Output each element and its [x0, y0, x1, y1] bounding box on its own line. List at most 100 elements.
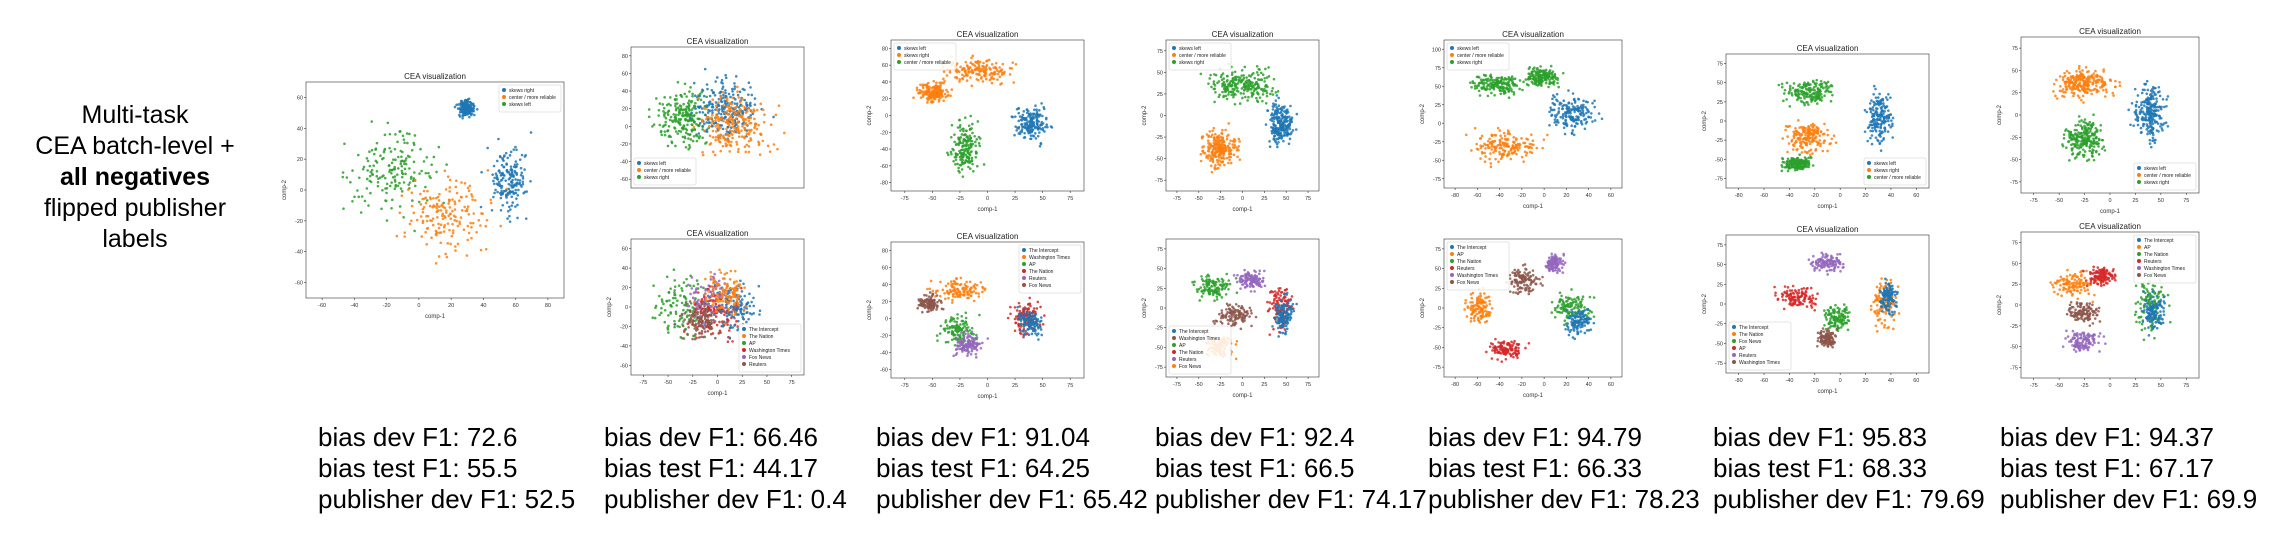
scatter-point — [701, 125, 704, 129]
scatter-point — [962, 333, 965, 337]
scatter-point — [716, 307, 720, 310]
scatter-point — [957, 330, 960, 333]
scatter-point — [361, 167, 365, 171]
scatter-point — [731, 133, 734, 136]
scatter-point — [1023, 312, 1026, 316]
scatter-point — [689, 292, 692, 296]
scatter-point — [961, 127, 964, 131]
scatter-point — [704, 107, 707, 111]
scatter-point — [413, 229, 416, 233]
scatter-point — [455, 219, 458, 223]
scatter-point — [402, 181, 406, 184]
scatter-point — [1243, 319, 1246, 322]
scatter-point — [461, 107, 464, 110]
scatter-point — [701, 128, 704, 131]
y-tick-label: 0 — [885, 114, 888, 120]
scatter-point — [523, 168, 526, 171]
scatter-point — [375, 174, 379, 178]
scatter-point — [958, 163, 962, 167]
scatter-point — [485, 218, 489, 222]
scatter-point — [450, 234, 454, 238]
scatter-point — [1255, 71, 1259, 74]
scatter-point — [437, 145, 441, 149]
scatter-point — [978, 144, 982, 148]
scatter-point — [736, 85, 739, 89]
scatter-point — [710, 116, 713, 120]
scatter-point — [467, 213, 471, 216]
scatter-point — [734, 111, 738, 115]
scatter-point — [1199, 159, 1203, 163]
scatter-point — [746, 116, 750, 120]
scatter-point — [1025, 111, 1029, 115]
scatter-point — [682, 308, 685, 312]
scatter-point — [690, 114, 694, 118]
scatter-point — [952, 354, 955, 358]
legend-swatch — [1022, 248, 1026, 252]
scatter-point — [514, 188, 518, 192]
scatter-point — [1257, 67, 1261, 71]
scatter-point — [726, 138, 729, 142]
scatter-point — [1239, 287, 1242, 290]
scatter-point — [725, 99, 729, 102]
scatter-point — [499, 208, 503, 212]
scatter-point — [491, 173, 494, 176]
scatter-point — [452, 214, 456, 218]
scatter-point — [1225, 156, 1229, 160]
scatter-point — [1238, 315, 1242, 319]
scatter-point — [1013, 317, 1017, 321]
scatter-point — [676, 324, 679, 328]
scatter-point — [745, 311, 748, 315]
scatter-point — [717, 101, 720, 104]
scatter-point — [696, 310, 700, 314]
scatter-point — [917, 298, 921, 301]
y-tick-label: 40 — [622, 266, 628, 272]
scatter-point — [381, 188, 384, 192]
scatter-point — [718, 141, 722, 144]
y-tick-label: 0 — [1160, 306, 1163, 312]
y-tick-label: 0 — [625, 305, 628, 311]
scatter-point — [496, 190, 499, 194]
scatter-point — [1202, 292, 1205, 295]
scatter-point — [970, 290, 974, 294]
scatter-point — [1022, 308, 1025, 311]
scatter-point — [966, 139, 970, 143]
scatter-point — [500, 184, 504, 188]
scatter-point — [925, 92, 929, 96]
scatter-point — [695, 305, 698, 309]
y-tick-label: 20 — [882, 300, 888, 306]
scatter-point — [403, 167, 407, 171]
scatter-point — [975, 348, 979, 352]
scatter-point — [709, 275, 713, 278]
scatter-point — [666, 144, 670, 148]
scatter-point — [1023, 135, 1027, 139]
scatter-point — [675, 102, 679, 105]
scatter-point — [737, 147, 740, 151]
scatter-point — [370, 120, 374, 123]
scatter-point — [1235, 313, 1238, 317]
scatter-point — [1240, 306, 1244, 310]
scatter-point — [400, 190, 404, 193]
scatter-point — [932, 85, 935, 89]
scatter-point — [341, 175, 345, 179]
scatter-point — [962, 294, 966, 297]
scatter-point — [757, 140, 760, 144]
scatter-point — [962, 338, 966, 342]
scatter-point — [723, 282, 727, 286]
scatter-point — [401, 134, 405, 138]
scatter-point — [439, 209, 443, 212]
scatter-point — [685, 277, 688, 281]
scatter-point — [1243, 310, 1247, 314]
scatter-point — [749, 86, 752, 89]
scatter-point — [403, 141, 406, 145]
scatter-point — [466, 186, 470, 190]
scatter-point — [1277, 96, 1280, 100]
scatter-point — [1270, 116, 1274, 120]
scatter-point — [713, 272, 716, 276]
scatter-point — [459, 195, 463, 199]
scatter-point — [1020, 119, 1024, 122]
scatter-point — [398, 211, 402, 215]
scatter-point — [712, 321, 716, 324]
scatter-point — [690, 108, 693, 111]
scatter-point — [375, 169, 379, 173]
scatter-point — [432, 155, 436, 159]
